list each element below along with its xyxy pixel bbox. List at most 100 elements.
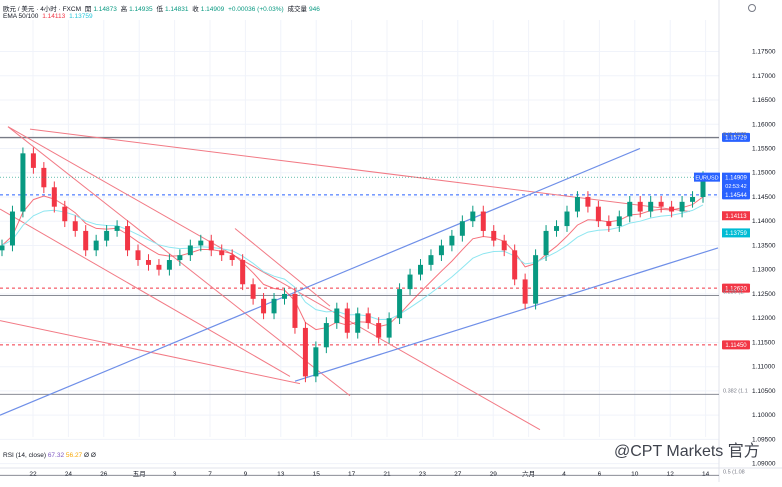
rsi-legend[interactable]: RSI (14, close) 67.32 56.27 Ø Ø	[3, 452, 96, 459]
level-tag	[722, 190, 750, 200]
candle-body	[250, 284, 256, 299]
clock-icon[interactable]	[748, 4, 756, 12]
x-tick-label: 27	[454, 471, 462, 478]
ema-tag	[722, 228, 750, 238]
y-tick-label: 1.11500	[752, 339, 775, 346]
candle-body	[690, 196, 696, 202]
candle-body	[679, 201, 685, 212]
candle-body	[418, 264, 424, 275]
candle-body	[616, 216, 622, 227]
ema-legend[interactable]: EMA 50/100 1.14113 1.13759	[3, 13, 95, 20]
y-tick-label: 1.15000	[752, 170, 776, 177]
trend-line	[29, 128, 691, 213]
candle-body	[198, 240, 204, 246]
y-tick-label: 1.14500	[752, 194, 776, 201]
candle-body	[491, 230, 497, 241]
candle-body	[292, 293, 298, 328]
candle-body	[386, 318, 392, 338]
candle-body	[648, 201, 654, 212]
candle-body	[125, 226, 131, 251]
candle-body	[302, 327, 308, 377]
candle-body	[595, 206, 601, 222]
candle-body	[114, 226, 120, 231]
watermark: @CPT Markets 官方	[614, 443, 760, 460]
ema-tag-label: 1.14113	[725, 214, 747, 220]
rsi-value: 67.32	[47, 452, 65, 459]
low-value: 1.14831	[164, 6, 189, 13]
candle-body	[658, 201, 664, 207]
candle-body	[51, 187, 57, 207]
candle-body	[177, 255, 183, 261]
candle-body	[83, 230, 89, 251]
x-tick-label: 7	[208, 471, 212, 478]
level-tag-label: 1.11450	[725, 343, 747, 349]
rsi-extra-2: Ø	[90, 452, 96, 459]
x-tick-label: 14	[702, 471, 710, 478]
candle-body	[512, 250, 518, 280]
level-tag	[722, 132, 750, 142]
y-tick-label: 1.13500	[752, 242, 776, 249]
candle-body	[397, 289, 403, 319]
candle-body	[334, 308, 340, 324]
open-value: 1.14873	[93, 6, 117, 13]
fib-label: 0.236 (1.	[723, 289, 745, 295]
level-tag	[722, 340, 750, 350]
level-tag-label: 1.14544	[725, 193, 747, 199]
candle-body	[700, 177, 706, 197]
candle-body	[240, 260, 246, 285]
candle-body	[219, 250, 225, 256]
x-tick-label: 9	[244, 471, 248, 478]
candle-body	[564, 211, 570, 227]
candle-body	[145, 260, 151, 265]
volume-label: 成交量	[287, 6, 308, 13]
candle-body	[480, 211, 486, 231]
y-tick-label: 1.15500	[752, 145, 776, 152]
candle-body	[637, 201, 643, 212]
candle-body	[30, 153, 36, 168]
x-tick-label: 12	[667, 471, 675, 478]
candle-body	[20, 153, 26, 212]
ema-label: EMA 50/100	[3, 13, 39, 20]
ohlc-header: 欧元 / 美元 · 4小时 · FXCM 開 1.14873 高 1.14935 低…	[3, 3, 322, 13]
y-tick-label: 1.10000	[752, 412, 776, 419]
candle-body	[407, 274, 413, 290]
candle-body	[606, 221, 612, 227]
x-tick-label: 29	[490, 471, 498, 478]
channel-line	[294, 247, 719, 382]
ema50-value: 1.14113	[42, 13, 66, 20]
candle-body	[501, 240, 507, 251]
fib-label: 0.5 (1.08	[723, 469, 745, 475]
ema100-line	[1, 204, 704, 321]
x-tick-label: 15	[313, 471, 321, 478]
candle-body	[261, 298, 267, 314]
trend-line	[7, 126, 541, 431]
x-tick-label: 10	[631, 471, 639, 478]
symbol-tag-label: EURUSD	[695, 175, 718, 181]
high-label: 高	[120, 6, 128, 13]
candle-body	[543, 230, 549, 256]
fib-label: 0 (1.1572	[723, 132, 746, 138]
candle-body	[627, 201, 633, 217]
rsi-extra-1: Ø	[84, 452, 90, 459]
candle-body	[522, 279, 528, 304]
symbol-line: 欧元 / 美元 · 4小时 · FXCM	[3, 6, 81, 13]
y-tick-label: 1.09000	[752, 461, 776, 468]
candle-body	[459, 221, 465, 236]
candle-body	[72, 221, 78, 231]
level-tag-label: 1.15729	[725, 136, 747, 142]
candle-body	[208, 240, 214, 251]
candle-body	[344, 308, 350, 333]
y-tick-label: 1.12000	[752, 315, 776, 322]
rsi-ma-value: 56.27	[65, 452, 83, 459]
y-tick-label: 1.16000	[752, 121, 776, 128]
y-tick-label: 1.14000	[752, 218, 776, 225]
candle-body	[41, 167, 47, 188]
candle-body	[470, 211, 476, 222]
fib-label: 0.382 (1.1	[723, 388, 748, 394]
trend-line	[0, 208, 291, 377]
candle-body	[533, 255, 539, 304]
change-value: +0.00036 (+0.03%)	[228, 6, 284, 13]
y-tick-label: 1.12500	[752, 291, 776, 298]
